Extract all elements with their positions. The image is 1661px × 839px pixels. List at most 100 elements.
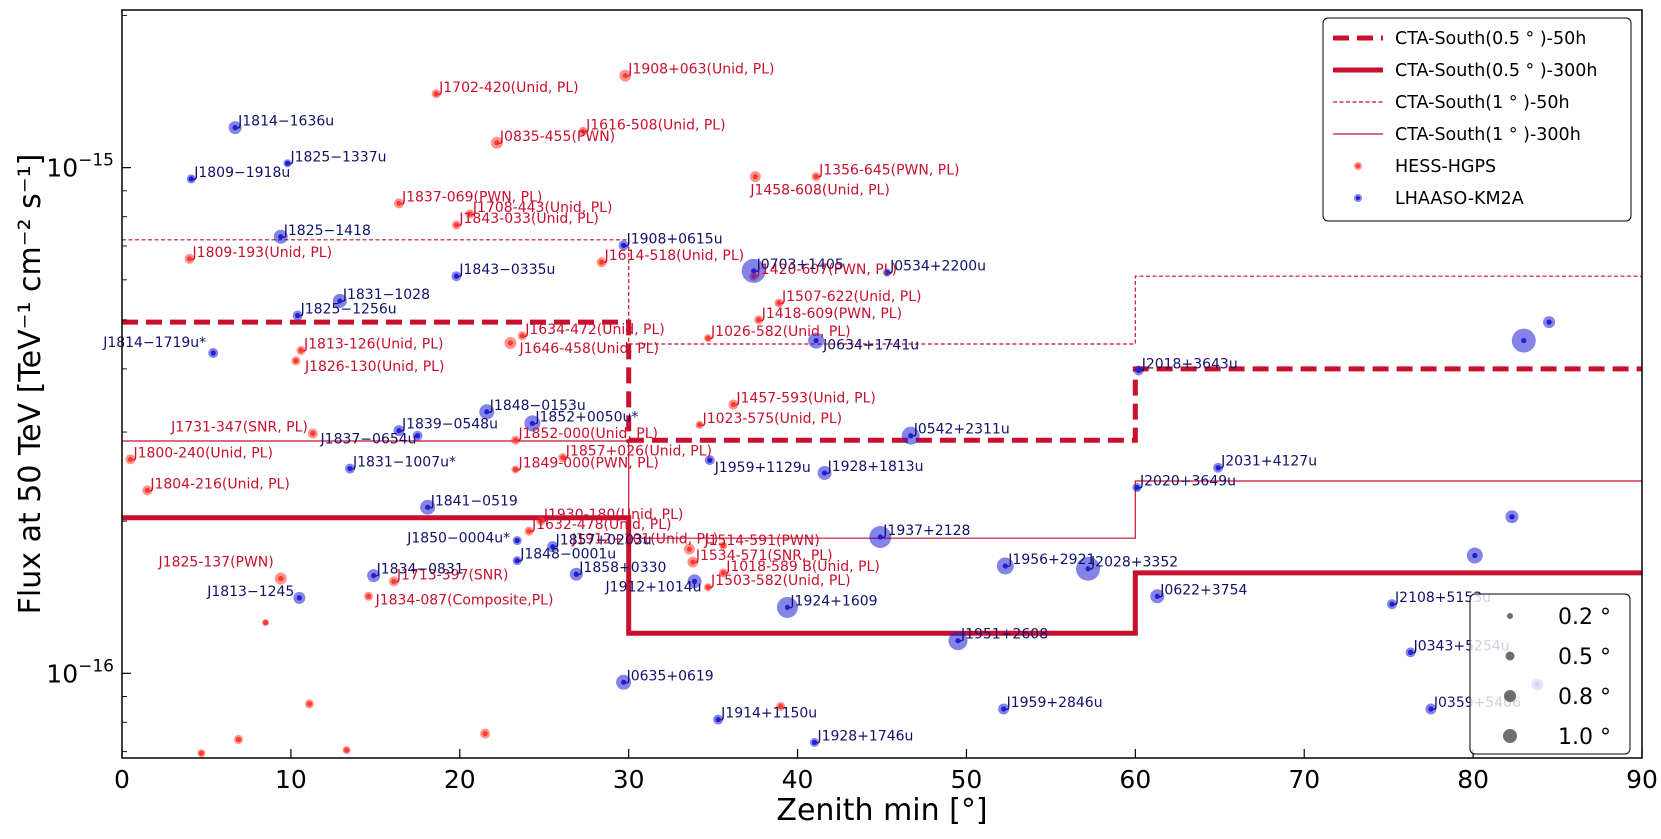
lhaaso-point (529, 420, 536, 427)
hess-point (433, 91, 439, 97)
x-tick-label: 30 (613, 765, 645, 794)
lhaaso-point-label: J1914+1150u (720, 706, 817, 722)
x-tick-label: 20 (444, 765, 476, 794)
legend-label-2: CTA-South(1 ° )-50h (1395, 93, 1570, 113)
lhaaso-point (811, 739, 818, 746)
x-tick-label: 10 (275, 765, 307, 794)
lhaaso-point (188, 176, 194, 182)
lhaaso-point (1521, 337, 1527, 344)
x-tick-label: 90 (1626, 765, 1658, 794)
lhaaso-point-label: J2031+4127u (1220, 454, 1317, 470)
hess-point (720, 542, 726, 549)
legend-label-3: CTA-South(1 ° )-300h (1395, 125, 1581, 145)
hess-point-label: J1826-130(Unid, PL) (304, 359, 445, 375)
lhaaso-point (550, 544, 556, 550)
hess-point-label: J1800-240(Unid, PL) (132, 445, 273, 461)
hess-point-label: J1614-518(Unid, PL) (604, 248, 745, 264)
lhaaso-point (232, 125, 238, 131)
hess-point (512, 466, 519, 473)
sensitivity-curve-1 (122, 515, 1642, 636)
hess-point-label: J1534-571(SNR, PL) (695, 548, 833, 564)
lhaaso-point (707, 457, 713, 463)
hess-point-label: J1458-608(Unid, PL) (749, 183, 890, 199)
size-legend-marker-0 (1507, 613, 1513, 619)
lhaaso-point-label: J0542+2311u (913, 422, 1010, 438)
hess-point (686, 546, 693, 552)
lhaaso-point-label: J1825−1418 (283, 223, 371, 239)
hess-point (144, 487, 150, 493)
hess-point (298, 347, 304, 354)
lhaaso-point (1001, 706, 1007, 712)
lhaaso-point (1002, 563, 1008, 569)
size-legend-marker-2 (1504, 690, 1516, 702)
lhaaso-point (821, 470, 828, 476)
lhaaso-point (1472, 552, 1478, 559)
hess-point (730, 401, 736, 408)
lhaaso-point (1389, 601, 1395, 607)
hess-point-label: J1420-607(PWN, PL) (756, 262, 897, 278)
hess-point-label: J1852-000(Unid, PL) (518, 426, 659, 442)
hess-point-label: J1514-591(PWN) (703, 533, 819, 549)
y-axis-label: Flux at 50 TeV [TeV⁻¹ cm⁻² s⁻¹] (13, 154, 48, 615)
hess-point (507, 340, 514, 346)
size-legend-box (1469, 593, 1631, 755)
hess-point-label: J1503-582(Unid, PL) (710, 573, 851, 589)
scatter-points (125, 69, 1556, 758)
lhaaso-point-label: J1809−1918u (193, 165, 290, 181)
lhaaso-point (813, 337, 819, 344)
hess-point (526, 528, 532, 534)
lhaaso-point (715, 716, 721, 723)
size-legend-label-0: 0.2 ° (1558, 605, 1611, 630)
size-legend-label-3: 1.0 ° (1558, 725, 1611, 750)
hess-point-label: J1825-137(PWN) (158, 554, 274, 570)
hess-point-label: J1837-069(PWN, PL) (401, 189, 542, 205)
lhaaso-point-label: J0703+1405 (756, 257, 844, 273)
lhaaso-point-label: J1857+0203u (555, 533, 652, 549)
lhaaso-point (414, 433, 421, 439)
lhaaso-point-label: J1825−1337u (290, 149, 387, 165)
x-tick-label: 40 (782, 765, 814, 794)
lhaaso-point (621, 242, 627, 248)
hess-point-label: J1632-478(Unid, PL) (531, 517, 672, 533)
lhaaso-point-label: J1858+0330 (578, 560, 666, 576)
lhaaso-point-label: J0534+2200u (889, 259, 986, 275)
lhaaso-point-label: J1834−0831 (376, 562, 464, 578)
lhaaso-point (751, 268, 757, 274)
lhaaso-point (484, 409, 490, 415)
hess-point (697, 422, 703, 428)
size-legend-marker-3 (1503, 729, 1517, 743)
hess-point-label: J1857+026(Unid, PL) (565, 444, 712, 460)
hess-point (756, 317, 762, 323)
lhaaso-point-label: J1848−0153u (489, 398, 586, 414)
x-tick-label: 60 (1119, 765, 1151, 794)
hess-point-label: J1804-216(Unid, PL) (149, 476, 289, 492)
legend-label-0: CTA-South(0.5 ° )-50h (1395, 29, 1586, 49)
hess-point (538, 518, 544, 524)
plot-frame (121, 9, 1643, 759)
hess-point-label: J1708-443(Unid, PL) (472, 200, 613, 216)
lhaaso-point-label: J1912+1014u (605, 579, 702, 595)
lhaaso-point (296, 595, 302, 601)
lhaaso-point (1428, 706, 1434, 712)
hess-point-label: J1616-508(Unid, PL) (585, 117, 726, 133)
lhaaso-point-label: J1831−1007u* (352, 455, 456, 471)
lhaaso-point-label: J1951+2608 (960, 627, 1048, 643)
lhaaso-point-label: J1924+1609 (789, 593, 877, 609)
hess-point (344, 747, 350, 753)
hess-point (310, 430, 316, 437)
hess-point (482, 730, 488, 737)
lhaaso-point (278, 234, 284, 240)
lhaaso-point (1085, 566, 1091, 572)
lhaaso-point-label: J1852+0050u* (534, 409, 638, 425)
legend-box (1322, 17, 1632, 222)
lhaaso-point (295, 312, 301, 319)
lhaaso-point-label: J1956+2921 (1007, 552, 1095, 568)
lhaaso-point-label: J1813−1245 (206, 584, 294, 600)
hess-point-label: J1908+063(Unid, PL) (627, 62, 774, 78)
hess-point (391, 578, 397, 584)
lhaaso-point-label: J0635+0619 (626, 668, 714, 684)
hess-point (235, 736, 242, 743)
hess-point-label: J1646-458(Unid, PL) (518, 341, 659, 357)
hess-point-label: J1457-593(Unid, PL) (735, 391, 876, 407)
sensitivity-curves (122, 239, 1642, 636)
